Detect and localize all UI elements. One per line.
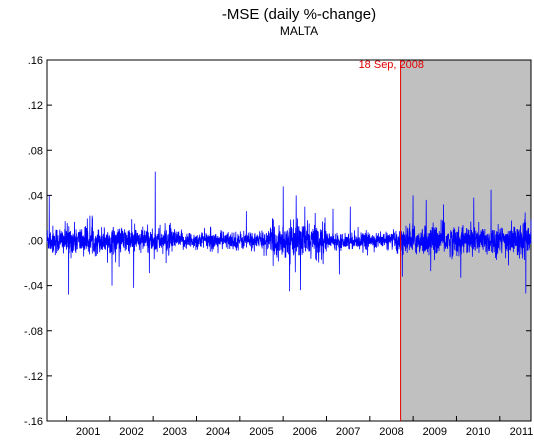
chart-title: -MSE (daily %-change)	[222, 6, 376, 23]
x-tick-label: 2001	[76, 426, 100, 438]
y-tick-label: -.08	[24, 326, 43, 338]
y-tick-label: .12	[28, 100, 43, 112]
event-label: 18 Sep, 2008	[359, 59, 424, 71]
y-tick-label: -.16	[24, 416, 43, 428]
plot-area: .16 .12 .08 .04 .00 -.04 -.08 -.12 -.16 2001 2002 2…	[24, 55, 533, 438]
x-tick-label: 2007	[336, 426, 360, 438]
x-tick-label: 2002	[119, 426, 143, 438]
y-tick-label: -.04	[24, 281, 43, 293]
series-line	[46, 171, 532, 295]
y-tick-label: .08	[28, 145, 43, 157]
chart-subtitle: MALTA	[280, 24, 318, 38]
x-tick-label: 2009	[423, 426, 447, 438]
y-tick-label: -.12	[24, 371, 43, 383]
y-tick-label: .04	[28, 190, 43, 202]
y-tick-label: .00	[28, 236, 43, 248]
x-tick-label: 2003	[163, 426, 187, 438]
x-tick-label: 2005	[249, 426, 273, 438]
x-tick-label: 2006	[293, 426, 317, 438]
x-tick-label: 2008	[379, 426, 403, 438]
y-tick-label: .16	[28, 55, 43, 67]
x-tick-label: 2010	[466, 426, 490, 438]
x-tick-label: 2004	[206, 426, 230, 438]
x-tick-label: 2011	[510, 426, 534, 438]
